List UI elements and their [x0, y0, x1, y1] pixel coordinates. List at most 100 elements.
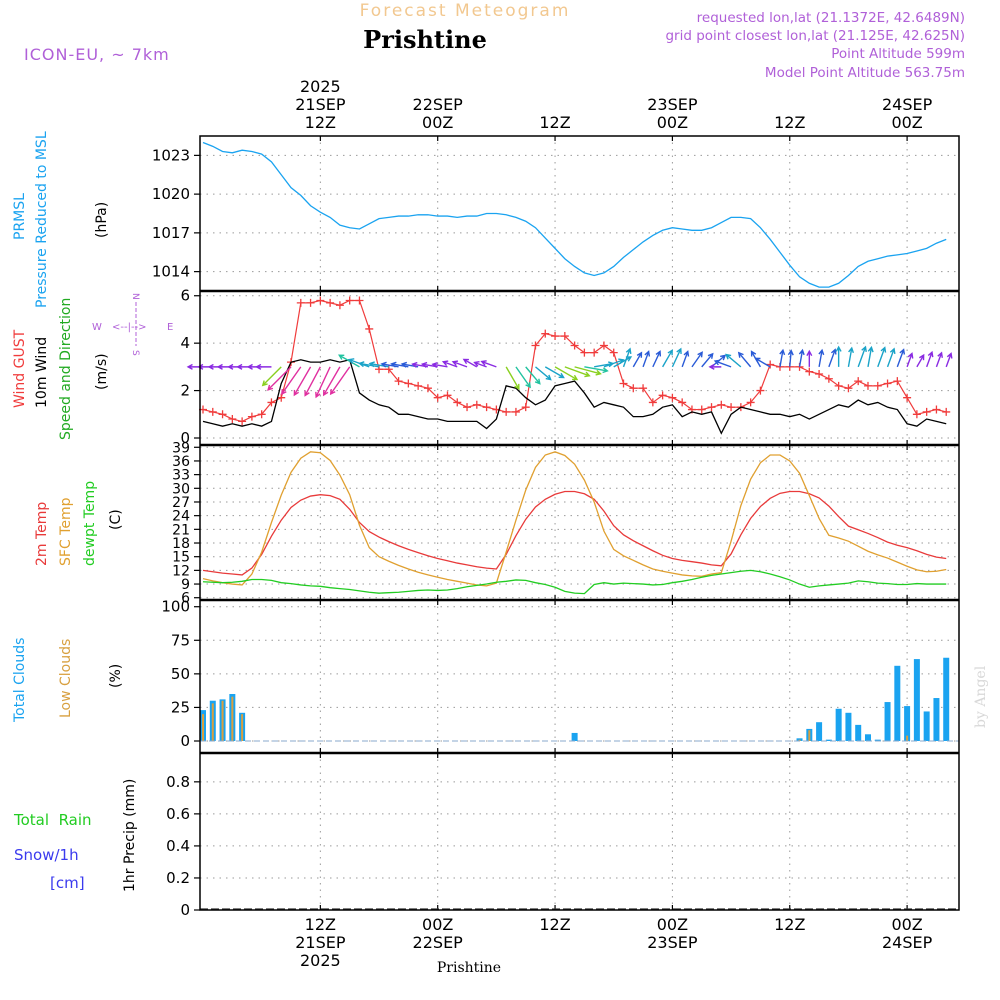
- total-cloud-bar: [845, 712, 852, 741]
- gust-marker: [639, 384, 648, 393]
- wind-arrow: [691, 351, 703, 368]
- temp-tick-label: 27: [172, 495, 190, 511]
- gust-marker: [678, 398, 687, 407]
- bottom-time-label: 00Z: [422, 915, 453, 934]
- wind-arrow: [916, 353, 925, 368]
- clouds-grid: [200, 600, 959, 753]
- wind-arrow: [584, 366, 609, 374]
- gust-marker: [854, 377, 863, 386]
- wind-arrow: [293, 366, 312, 397]
- top-time-label: 12Z: [774, 113, 805, 132]
- gust-marker: [580, 348, 589, 357]
- gust-marker: [345, 296, 354, 305]
- gust-label: Wind GUST: [12, 329, 28, 408]
- pressure-tick-label: 1014: [152, 263, 190, 281]
- wind-unit: (m/s): [94, 353, 110, 390]
- prmsl-line: [202, 141, 947, 288]
- low-cloud-bar: [241, 714, 244, 741]
- gust-marker: [824, 374, 833, 383]
- gust-marker: [463, 403, 472, 412]
- gust-marker: [844, 384, 853, 393]
- gust-marker: [433, 393, 442, 402]
- wind-tick-label: 0: [180, 429, 190, 447]
- gust-marker: [335, 301, 344, 310]
- wind-arrow: [267, 366, 292, 391]
- gust-marker: [912, 410, 921, 419]
- gust-line: [202, 299, 947, 423]
- gust-marker: [355, 296, 364, 305]
- temp-tick-label: 21: [172, 522, 190, 538]
- wind-arrow: [574, 366, 602, 376]
- gust-marker: [521, 403, 530, 412]
- wind-arrow: [935, 351, 943, 368]
- total-cloud-bar: [943, 657, 950, 741]
- gust-marker: [511, 407, 520, 416]
- clouds-tick-label: 25: [171, 698, 190, 716]
- gust-marker: [306, 298, 315, 307]
- clouds-tick-label: 100: [161, 598, 190, 616]
- top-time-label: 00Z: [657, 113, 688, 132]
- top-time-label: 21SEP: [295, 95, 346, 114]
- gust-marker: [590, 348, 599, 357]
- compass-s: S: [130, 350, 140, 356]
- gust-marker: [756, 386, 765, 395]
- wind-arrow: [535, 366, 552, 381]
- total-cloud-bar: [933, 698, 940, 741]
- wind-speed-line: [202, 358, 947, 435]
- gust-marker: [717, 400, 726, 409]
- wind-arrow: [725, 353, 742, 368]
- prmsl-sublabel: Pressure Reduced to MSL: [34, 131, 50, 308]
- low-cloud-bar: [231, 696, 234, 741]
- wind-arrow: [681, 350, 690, 368]
- temp-unit: (C): [108, 509, 124, 530]
- gust-marker: [658, 391, 667, 400]
- gust-marker: [394, 377, 403, 386]
- temp-tick-label: 18: [172, 536, 190, 552]
- wind-label: 10m Wind: [34, 337, 50, 408]
- gust-marker: [404, 379, 413, 388]
- pressure-tick-label: 1017: [152, 224, 190, 242]
- model-label: ICON-EU, ~ 7km: [24, 45, 170, 64]
- snow-label: Snow/1h: [14, 846, 79, 864]
- wind-arrow: [806, 349, 813, 367]
- bottom-time-label: 12Z: [539, 915, 570, 934]
- compass-arrows: <--|-->: [112, 322, 147, 333]
- temp-tick-label: 12: [172, 563, 190, 579]
- requested-point: requested lon,lat (21.1372E, 42.6489N): [697, 10, 965, 26]
- low-cloud-bar: [211, 703, 214, 741]
- total-rain-label: Total Rain: [13, 811, 92, 829]
- wind-arrow: [886, 347, 896, 368]
- total-cloud-bar: [913, 659, 920, 741]
- clouds-tick-label: 75: [171, 631, 190, 649]
- low-cloud-bar: [808, 730, 811, 741]
- total-cloud-bar: [796, 738, 803, 741]
- bottom-time-label: 2025: [300, 951, 341, 970]
- clouds-tick-label: 50: [171, 665, 190, 683]
- gust-marker: [619, 379, 628, 388]
- wind-arrow: [358, 361, 380, 368]
- model-altitude: Model Point Altitude 563.75m: [765, 65, 965, 81]
- wind-arrow: [480, 360, 497, 368]
- total-cloud-bar: [874, 739, 881, 741]
- wind-arrow: [554, 366, 579, 381]
- dewpt-label: dewpt Temp: [82, 481, 98, 566]
- gust-marker: [863, 381, 872, 390]
- wind-arrow: [662, 349, 673, 368]
- wind-arrow: [652, 350, 662, 368]
- wind-arrow: [828, 348, 837, 368]
- total-cloud-bar: [894, 665, 901, 741]
- total-cloud-bar: [855, 724, 862, 741]
- panels: 1014101710201023024669121518212427303336…: [152, 135, 960, 919]
- sfc-temp-label: SFC Temp: [58, 497, 74, 566]
- chart-frame: [199, 135, 960, 911]
- gust-marker: [502, 407, 511, 416]
- gust-marker: [443, 391, 452, 400]
- grid-point: grid point closest lon,lat (21.125E, 42.…: [665, 28, 965, 44]
- wind-arrow: [255, 363, 272, 370]
- precip-tick-label: 0.8: [166, 773, 190, 791]
- top-time-label: 2025: [300, 77, 341, 96]
- bottom-time-label: 24SEP: [882, 933, 933, 952]
- gust-marker: [707, 403, 716, 412]
- wind-arrow: [642, 350, 651, 368]
